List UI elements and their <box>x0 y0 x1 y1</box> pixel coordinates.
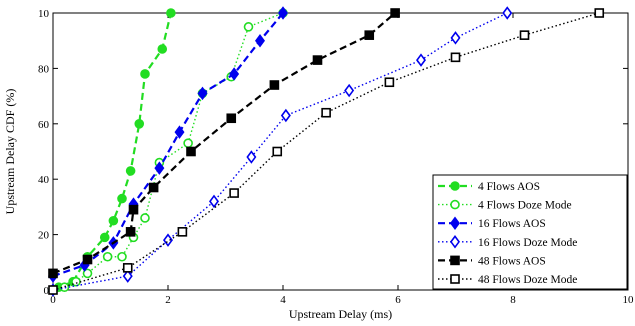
series-48-flows-aos <box>48 8 400 279</box>
data-point-48-flows-aos <box>125 227 136 237</box>
plot-frame <box>52 12 629 291</box>
series-16-flows-doze-mode <box>48 6 513 297</box>
legend-marker-swatch <box>450 255 460 266</box>
y-tick-label: 80 <box>38 63 50 75</box>
x-tick-label: 8 <box>510 294 516 306</box>
series-4-flows-aos <box>48 8 176 295</box>
data-point-48-flows-doze-mode <box>519 30 530 40</box>
x-axis-label: Upstream Delay (ms) <box>289 307 392 321</box>
y-tick-label: 40 <box>38 174 50 186</box>
data-point-16-flows-doze-mode <box>450 31 461 45</box>
data-point-48-flows-doze-mode <box>122 263 133 273</box>
data-point-16-flows-aos <box>197 86 208 101</box>
series-48-flows-doze-mode <box>48 8 605 295</box>
data-point-4-flows-doze-mode <box>140 213 150 223</box>
data-point-48-flows-doze-mode <box>272 146 283 157</box>
x-tick-label: 2 <box>165 294 171 306</box>
data-point-48-flows-aos <box>390 8 400 18</box>
data-point-16-flows-aos <box>154 161 165 175</box>
legend-marker-swatch <box>450 216 460 230</box>
data-point-4-flows-aos <box>157 44 168 54</box>
legend-entry-4-flows-doze-mode: 4 Flows Doze Mode <box>438 200 572 212</box>
data-point-48-flows-aos <box>128 204 139 215</box>
y-tick-label: 60 <box>38 119 50 131</box>
data-point-48-flows-doze-mode <box>48 285 58 295</box>
data-point-4-flows-aos <box>108 215 119 226</box>
data-point-4-flows-aos <box>140 69 150 79</box>
y-tick-label: 10 <box>38 8 50 20</box>
x-tick-label: 0 <box>50 294 56 306</box>
legend-entry-4-flows-aos: 4 Flows AOS <box>438 181 540 193</box>
data-point-16-flows-aos <box>278 6 288 20</box>
data-point-16-flows-doze-mode <box>344 83 355 98</box>
legend-label: 4 Flows AOS <box>478 181 540 193</box>
data-point-48-flows-doze-mode <box>594 8 605 18</box>
series-line-4-flows-doze-mode <box>52 12 284 291</box>
legend-label: 16 Flows AOS <box>478 218 546 230</box>
data-point-4-flows-doze-mode <box>82 268 93 279</box>
legend-box <box>432 174 628 290</box>
legend-label: 4 Flows Doze Mode <box>478 200 572 212</box>
x-tick-label: 6 <box>395 294 401 306</box>
data-point-48-flows-doze-mode <box>321 107 331 118</box>
series-line-16-flows-doze-mode <box>52 12 508 291</box>
data-point-48-flows-aos <box>364 30 375 40</box>
legend-entry-48-flows-aos: 48 Flows AOS <box>438 255 546 267</box>
y-axis-label: Upstream Delay CDF (%) <box>3 89 17 215</box>
data-point-48-flows-aos <box>226 113 237 124</box>
legend-marker-swatch <box>450 199 460 210</box>
y-tick-label: 0 <box>44 285 50 297</box>
data-point-48-flows-doze-mode <box>384 77 395 88</box>
data-point-16-flows-doze-mode <box>280 108 291 123</box>
data-point-16-flows-doze-mode <box>122 269 133 283</box>
data-point-4-flows-doze-mode <box>183 138 193 148</box>
series-line-16-flows-aos <box>52 12 284 278</box>
data-point-16-flows-doze-mode <box>246 150 257 164</box>
x-tick-label: 4 <box>280 294 286 306</box>
data-point-48-flows-doze-mode <box>450 52 461 63</box>
plot-area-border <box>52 12 629 291</box>
data-point-4-flows-doze-mode <box>243 22 254 32</box>
data-point-48-flows-doze-mode <box>229 188 239 198</box>
data-point-48-flows-aos <box>82 254 93 265</box>
data-point-4-flows-aos <box>117 193 127 204</box>
legend-marker-swatch <box>450 274 460 284</box>
data-point-16-flows-aos <box>229 67 240 81</box>
data-point-16-flows-doze-mode <box>163 233 173 247</box>
data-point-4-flows-aos <box>99 232 110 243</box>
legend: 4 Flows AOS 4 Flows Doze Mode 16 Flows AOS… <box>432 174 628 290</box>
data-point-16-flows-aos <box>255 33 265 48</box>
series-line-4-flows-aos <box>52 12 172 291</box>
legend-entry-16-flows-doze-mode: 16 Flows Doze Mode <box>438 235 577 249</box>
legend-label: 48 Flows Doze Mode <box>478 274 577 286</box>
data-point-16-flows-doze-mode <box>502 6 513 20</box>
legend-marker-swatch <box>450 181 460 191</box>
legend-entry-16-flows-aos: 16 Flows AOS <box>438 216 546 230</box>
data-point-48-flows-aos <box>48 268 58 279</box>
data-point-16-flows-aos <box>174 125 185 139</box>
data-point-4-flows-doze-mode <box>117 251 127 262</box>
data-point-48-flows-aos <box>312 55 323 65</box>
series-layer <box>48 6 605 297</box>
legend-label: 48 Flows AOS <box>478 255 546 267</box>
data-point-48-flows-aos <box>269 80 280 90</box>
data-point-4-flows-doze-mode <box>59 282 70 293</box>
data-point-48-flows-aos <box>148 182 159 193</box>
data-point-4-flows-aos <box>134 119 145 129</box>
data-point-48-flows-doze-mode <box>177 227 188 237</box>
data-point-4-flows-aos <box>125 166 136 176</box>
y-tick-label: 20 <box>38 230 50 242</box>
legend-marker-swatch <box>450 235 460 249</box>
legend-entry-48-flows-doze-mode: 48 Flows Doze Mode <box>438 274 577 286</box>
legend-label: 16 Flows Doze Mode <box>478 237 577 249</box>
data-point-48-flows-aos <box>186 146 196 157</box>
x-tick-label: 10 <box>623 294 635 306</box>
data-point-4-flows-doze-mode <box>102 251 113 262</box>
data-point-16-flows-doze-mode <box>416 53 426 67</box>
data-point-16-flows-doze-mode <box>209 194 219 209</box>
data-point-4-flows-aos <box>166 8 176 18</box>
